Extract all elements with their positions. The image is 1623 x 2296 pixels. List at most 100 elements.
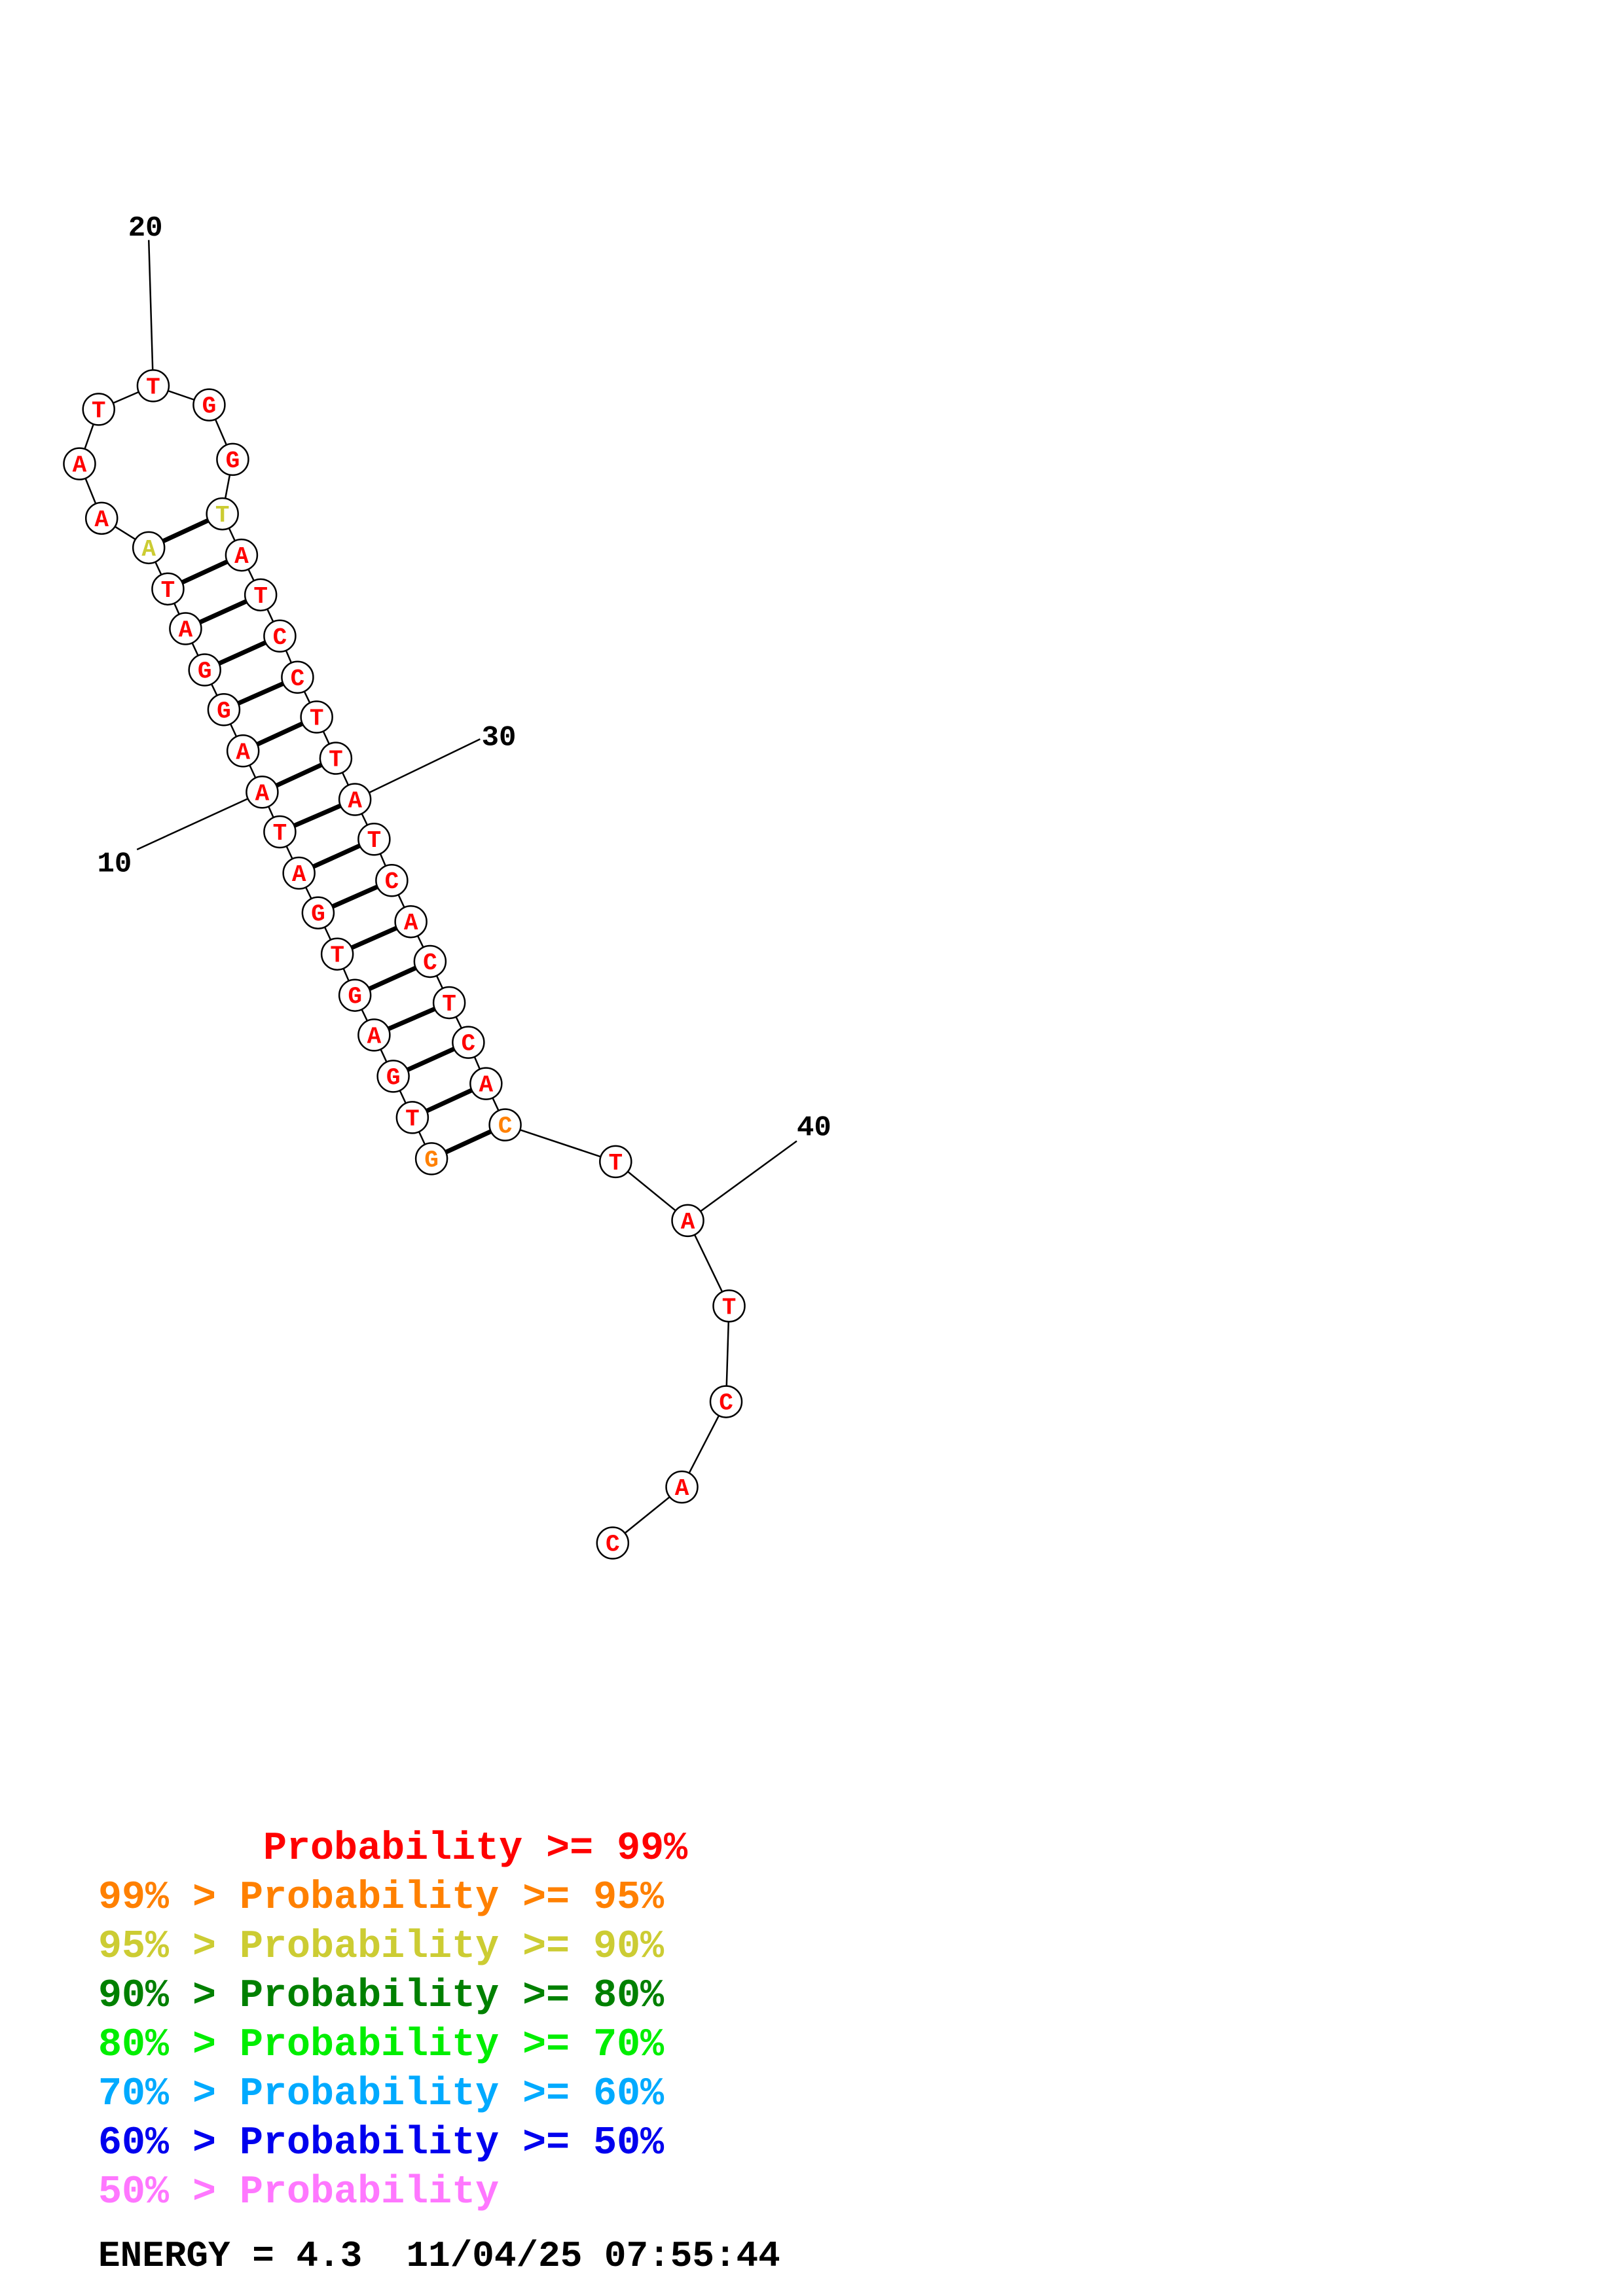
energy-line: ENERGY = 4.3 11/04/25 07:55:44 <box>98 2235 780 2277</box>
nucleotide: A <box>63 447 96 480</box>
nucleotide: A <box>84 501 119 535</box>
legend-row-p99: Probability >= 99% <box>98 1827 688 1871</box>
nucleotide-circle <box>709 1385 743 1418</box>
nucleotide: C <box>709 1385 743 1418</box>
nucleotide-circle <box>712 1289 746 1323</box>
legend-row-p90: 95% > Probability >= 90% <box>98 1925 665 1969</box>
nucleotide-base: G <box>217 698 231 725</box>
tick-line <box>687 1140 797 1221</box>
nucleotide-base: A <box>348 788 362 815</box>
nucleotide-base: A <box>236 739 250 766</box>
nucleotide-base: A <box>94 507 109 533</box>
nucleotide-base: T <box>442 991 456 1018</box>
legend-row-p70: 80% > Probability >= 70% <box>98 2023 665 2068</box>
nucleotide-base: C <box>273 624 287 651</box>
nucleotide-circle <box>206 497 239 531</box>
nucleotide: T <box>136 369 170 403</box>
nucleotide-circle <box>169 612 202 645</box>
nucleotide-base: A <box>255 780 270 807</box>
nucleotide: A <box>665 1470 699 1504</box>
nucleotide-circle <box>263 619 297 653</box>
nucleotide-circle <box>246 776 279 809</box>
base-pair-bonds <box>147 511 507 1161</box>
nucleotide-circle <box>376 1060 410 1093</box>
nucleotide-circle <box>432 986 466 1020</box>
nucleotide-circle <box>394 905 428 939</box>
nucleotide: T <box>319 742 353 775</box>
nucleotide: T <box>320 937 354 971</box>
nucleotide: A <box>671 1204 704 1238</box>
nucleotide-base: T <box>330 942 344 969</box>
nucleotide-base: G <box>424 1147 439 1174</box>
nucleotide: C <box>413 944 447 978</box>
nucleotide-circle <box>188 653 221 687</box>
nucleotide-circle <box>671 1204 704 1238</box>
nucleotide: T <box>263 815 297 849</box>
nucleotide-base: A <box>479 1072 494 1099</box>
nucleotide: G <box>376 1060 410 1093</box>
nucleotide-circle <box>82 393 115 426</box>
nucleotide-circle <box>151 572 185 606</box>
nucleotide: C <box>263 619 297 653</box>
nucleotide-circle <box>263 815 297 849</box>
nucleotide-circle <box>338 978 372 1012</box>
position-label: 30 <box>482 721 517 754</box>
nucleotide-circle <box>665 1470 699 1504</box>
nucleotide-circle <box>281 660 314 694</box>
nucleotide: C <box>596 1526 630 1560</box>
backbone-lines <box>79 385 730 1544</box>
nucleotide-circle <box>596 1526 630 1560</box>
nucleotide-circle <box>599 1145 632 1179</box>
nucleotide-circle <box>207 693 241 726</box>
nucleotide: T <box>151 572 185 606</box>
nucleotide: T <box>599 1145 632 1179</box>
nucleotide-circle <box>375 863 409 897</box>
nucleotide: C <box>488 1108 522 1141</box>
nucleotide-base: T <box>609 1150 623 1177</box>
nucleotide-base: T <box>367 827 382 854</box>
nucleotide-base: G <box>348 984 362 1011</box>
nucleotide-base: A <box>681 1209 695 1236</box>
nucleotide-circle <box>216 442 249 476</box>
nucleotide-circle <box>319 742 353 775</box>
tick-line <box>136 791 263 851</box>
nucleotide: G <box>192 388 226 422</box>
nucleotide: T <box>357 822 391 856</box>
nucleotide-circle <box>244 578 278 612</box>
tick-line <box>354 738 481 800</box>
nucleotide: G <box>338 978 372 1012</box>
nucleotide-circle <box>132 531 166 565</box>
nucleotide: A <box>357 1018 391 1052</box>
probability-legend: Probability >= 99% 99% > Probability >= … <box>0 0 687 2212</box>
nucleotides: GTGAGTGATAAGGATAAATTGGTATCCTTATCACTCACTA… <box>63 369 746 1560</box>
nucleotide-base: C <box>462 1031 476 1058</box>
nucleotide-base: C <box>719 1390 733 1417</box>
nucleotide-base: T <box>253 583 268 610</box>
nucleotide-base: A <box>73 452 87 479</box>
nucleotide: T <box>432 986 466 1020</box>
nucleotide: C <box>375 863 409 897</box>
legend-row-p95: 99% > Probability >= 95% <box>98 1876 665 1920</box>
backbone-segment <box>505 1124 616 1163</box>
nucleotide-base: C <box>291 666 305 692</box>
nucleotide-circle <box>488 1108 522 1141</box>
nucleotide-base: A <box>367 1023 382 1050</box>
nucleotide-base: T <box>273 820 287 847</box>
position-label: 40 <box>797 1111 831 1144</box>
nucleotide-base: T <box>215 502 230 529</box>
nucleotide-base: A <box>404 910 418 937</box>
nucleotide-base: G <box>386 1064 401 1091</box>
nucleotide: T <box>712 1289 746 1323</box>
nucleotide-base: T <box>146 374 160 401</box>
nucleotide: A <box>169 612 202 645</box>
nucleotide: T <box>395 1101 429 1134</box>
nucleotide: A <box>225 538 259 572</box>
nucleotide-base: T <box>405 1105 420 1132</box>
nucleotide-base: A <box>675 1475 689 1502</box>
nucleotide: T <box>300 700 333 734</box>
nucleotide-base: G <box>311 901 325 928</box>
nucleotide: G <box>207 693 241 726</box>
legend-row-p50: 60% > Probability >= 50% <box>98 2121 665 2166</box>
nucleotide-circle <box>357 1018 391 1052</box>
nucleotide-base: A <box>179 617 193 644</box>
